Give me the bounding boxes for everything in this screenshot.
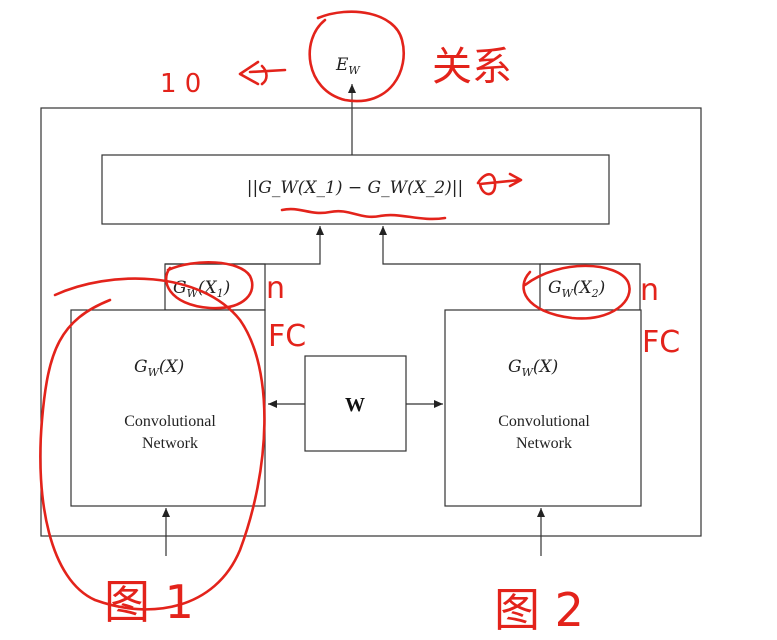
- shared-weights-box: [304, 355, 407, 452]
- top-left-marks: 1 0: [160, 69, 201, 99]
- left-network-line1: Convolutional: [124, 413, 216, 430]
- svg-text:GW(X): GW(X): [508, 357, 558, 379]
- left-network-line2: Network: [142, 435, 198, 452]
- left-output-circle-mark: [164, 261, 254, 310]
- right-network-box: [444, 309, 642, 507]
- left-network-box: [70, 309, 266, 507]
- left-fc-note: FC: [268, 319, 306, 354]
- image1-note: 图 1: [104, 575, 194, 629]
- left-arrow-mark: [238, 60, 287, 86]
- left-to-distance-arrow: [165, 226, 324, 265]
- right-fc-n-note: n: [640, 273, 659, 308]
- right-network-line2: Network: [516, 435, 572, 452]
- relation-note: 关系: [432, 44, 512, 90]
- svg-text:GW(X2): GW(X2): [548, 278, 605, 300]
- right-output-box: [539, 263, 641, 311]
- distance-label: ||G_W(X_1) − G_W(X_2)||: [247, 178, 463, 198]
- left-network-loop-mark: [39, 277, 266, 611]
- energy-circle-mark: [308, 10, 405, 103]
- energy-label: EW: [335, 55, 361, 77]
- right-output-label: GW(X2): [548, 278, 605, 300]
- handwritten-annotations: [39, 10, 631, 611]
- svg-text:EW: EW: [335, 55, 361, 77]
- left-network-function: GW(X): [134, 357, 184, 379]
- image2-note: 图 2: [494, 583, 584, 637]
- distance-underline-mark: [280, 207, 447, 221]
- distance-box: [101, 154, 610, 225]
- right-fc-note: FC: [642, 325, 680, 360]
- right-to-distance-arrow: [379, 226, 640, 265]
- right-network-function: GW(X): [508, 357, 558, 379]
- shared-weights-label: W: [345, 394, 365, 416]
- distance-arrow-mark: [476, 172, 523, 196]
- right-network-line1: Convolutional: [498, 413, 590, 430]
- left-fc-n-note: n: [266, 271, 285, 306]
- right-output-circle-mark: [522, 264, 631, 320]
- svg-text:GW(X): GW(X): [134, 357, 184, 379]
